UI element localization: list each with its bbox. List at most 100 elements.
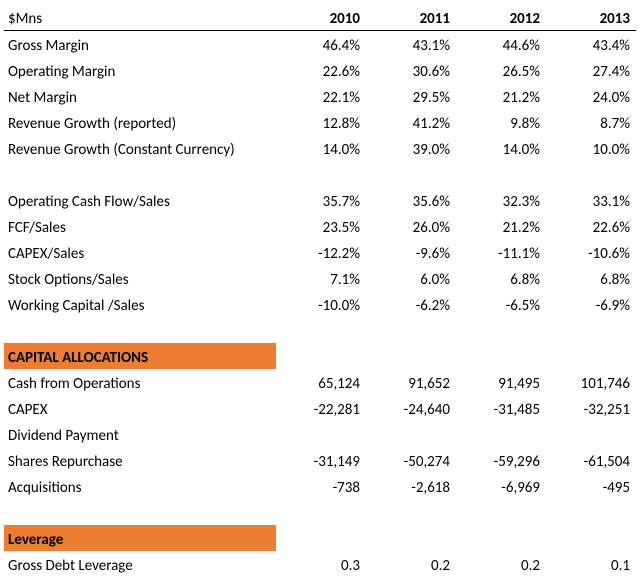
value-cell: 14.0% xyxy=(276,135,366,161)
section-row: CAPITAL ALLOCATIONS xyxy=(4,343,636,369)
value-cell: 43.4% xyxy=(546,31,636,58)
data-row: Acquisitions-738-2,618-6,969-495 xyxy=(4,473,636,499)
value-cell: 41.2% xyxy=(366,109,456,135)
row-label: Stock Options/Sales xyxy=(4,265,276,291)
value-cell: 6.0% xyxy=(366,265,456,291)
data-row: Gross Debt Leverage0.30.20.20.1 xyxy=(4,551,636,577)
value-cell: 21.2% xyxy=(456,213,546,239)
spacer-row xyxy=(4,317,636,343)
data-row: Shares Repurchase-31,149-50,274-59,296-6… xyxy=(4,447,636,473)
value-cell: -50,274 xyxy=(366,447,456,473)
spacer-cell xyxy=(4,499,636,525)
value-cell: 0.2 xyxy=(366,551,456,577)
value-cell: -495 xyxy=(546,473,636,499)
value-cell: 6.8% xyxy=(456,265,546,291)
row-label: Gross Debt Leverage xyxy=(4,551,276,577)
section-empty-cell xyxy=(276,343,366,369)
value-cell xyxy=(276,421,366,447)
value-cell xyxy=(546,421,636,447)
value-cell: -738 xyxy=(276,473,366,499)
data-row: FCF/Sales23.5%26.0%21.2%22.6% xyxy=(4,213,636,239)
value-cell: -6.2% xyxy=(366,291,456,317)
row-label: Revenue Growth (Constant Currency) xyxy=(4,135,276,161)
section-label: CAPITAL ALLOCATIONS xyxy=(4,343,276,369)
value-cell: 22.1% xyxy=(276,83,366,109)
header-row: $Mns 2010 2011 2012 2013 xyxy=(4,4,636,31)
spacer-row xyxy=(4,161,636,187)
row-label: CAPEX xyxy=(4,395,276,421)
section-empty-cell xyxy=(366,343,456,369)
value-cell: -11.1% xyxy=(456,239,546,265)
value-cell: 23.5% xyxy=(276,213,366,239)
value-cell: 22.6% xyxy=(546,213,636,239)
year-header: 2011 xyxy=(366,4,456,31)
value-cell: -59,296 xyxy=(456,447,546,473)
value-cell: 21.2% xyxy=(456,83,546,109)
section-empty-cell xyxy=(546,343,636,369)
value-cell xyxy=(366,421,456,447)
row-label: Net Margin xyxy=(4,83,276,109)
data-row: Operating Cash Flow/Sales35.7%35.6%32.3%… xyxy=(4,187,636,213)
value-cell: -32,251 xyxy=(546,395,636,421)
value-cell: 33.1% xyxy=(546,187,636,213)
section-empty-cell xyxy=(456,343,546,369)
value-cell: 9.8% xyxy=(456,109,546,135)
value-cell: 6.8% xyxy=(546,265,636,291)
value-cell: -6.9% xyxy=(546,291,636,317)
data-row: Dividend Payment xyxy=(4,421,636,447)
row-label: Cash from Operations xyxy=(4,369,276,395)
value-cell: 44.6% xyxy=(456,31,546,58)
value-cell: -31,149 xyxy=(276,447,366,473)
value-cell: 0.2 xyxy=(456,551,546,577)
row-label: Dividend Payment xyxy=(4,421,276,447)
section-label: Leverage xyxy=(4,525,276,551)
value-cell: 35.7% xyxy=(276,187,366,213)
value-cell: -6.5% xyxy=(456,291,546,317)
value-cell: -12.2% xyxy=(276,239,366,265)
row-label: Operating Cash Flow/Sales xyxy=(4,187,276,213)
value-cell xyxy=(456,421,546,447)
data-row: Gross Margin46.4%43.1%44.6%43.4% xyxy=(4,31,636,58)
data-row: Cash from Operations65,12491,65291,49510… xyxy=(4,369,636,395)
value-cell: 32.3% xyxy=(456,187,546,213)
value-cell: -6,969 xyxy=(456,473,546,499)
data-row: Operating Margin22.6%30.6%26.5%27.4% xyxy=(4,57,636,83)
section-empty-cell xyxy=(276,525,366,551)
data-row: Stock Options/Sales7.1%6.0%6.8%6.8% xyxy=(4,265,636,291)
financial-table: $Mns 2010 2011 2012 2013 Gross Margin46.… xyxy=(4,4,636,577)
header-label: $Mns xyxy=(4,4,276,31)
value-cell: -31,485 xyxy=(456,395,546,421)
section-empty-cell xyxy=(546,525,636,551)
value-cell: 27.4% xyxy=(546,57,636,83)
value-cell: 91,652 xyxy=(366,369,456,395)
spacer-row xyxy=(4,499,636,525)
year-header: 2010 xyxy=(276,4,366,31)
value-cell: -10.0% xyxy=(276,291,366,317)
data-row: Revenue Growth (reported)12.8%41.2%9.8%8… xyxy=(4,109,636,135)
value-cell: 7.1% xyxy=(276,265,366,291)
data-row: CAPEX/Sales-12.2%-9.6%-11.1%-10.6% xyxy=(4,239,636,265)
value-cell: 35.6% xyxy=(366,187,456,213)
year-header: 2012 xyxy=(456,4,546,31)
data-row: Working Capital /Sales-10.0%-6.2%-6.5%-6… xyxy=(4,291,636,317)
table-body: Gross Margin46.4%43.1%44.6%43.4%Operatin… xyxy=(4,31,636,578)
row-label: Gross Margin xyxy=(4,31,276,58)
value-cell: 10.0% xyxy=(546,135,636,161)
value-cell: 12.8% xyxy=(276,109,366,135)
row-label: CAPEX/Sales xyxy=(4,239,276,265)
data-row: CAPEX-22,281-24,640-31,485-32,251 xyxy=(4,395,636,421)
value-cell: 101,746 xyxy=(546,369,636,395)
row-label: Revenue Growth (reported) xyxy=(4,109,276,135)
section-row: Leverage xyxy=(4,525,636,551)
value-cell: 43.1% xyxy=(366,31,456,58)
value-cell: 30.6% xyxy=(366,57,456,83)
value-cell: -24,640 xyxy=(366,395,456,421)
value-cell: 39.0% xyxy=(366,135,456,161)
data-row: Revenue Growth (Constant Currency)14.0%3… xyxy=(4,135,636,161)
row-label: Operating Margin xyxy=(4,57,276,83)
value-cell: -10.6% xyxy=(546,239,636,265)
section-empty-cell xyxy=(366,525,456,551)
spacer-cell xyxy=(4,161,636,187)
value-cell: -22,281 xyxy=(276,395,366,421)
value-cell: 22.6% xyxy=(276,57,366,83)
